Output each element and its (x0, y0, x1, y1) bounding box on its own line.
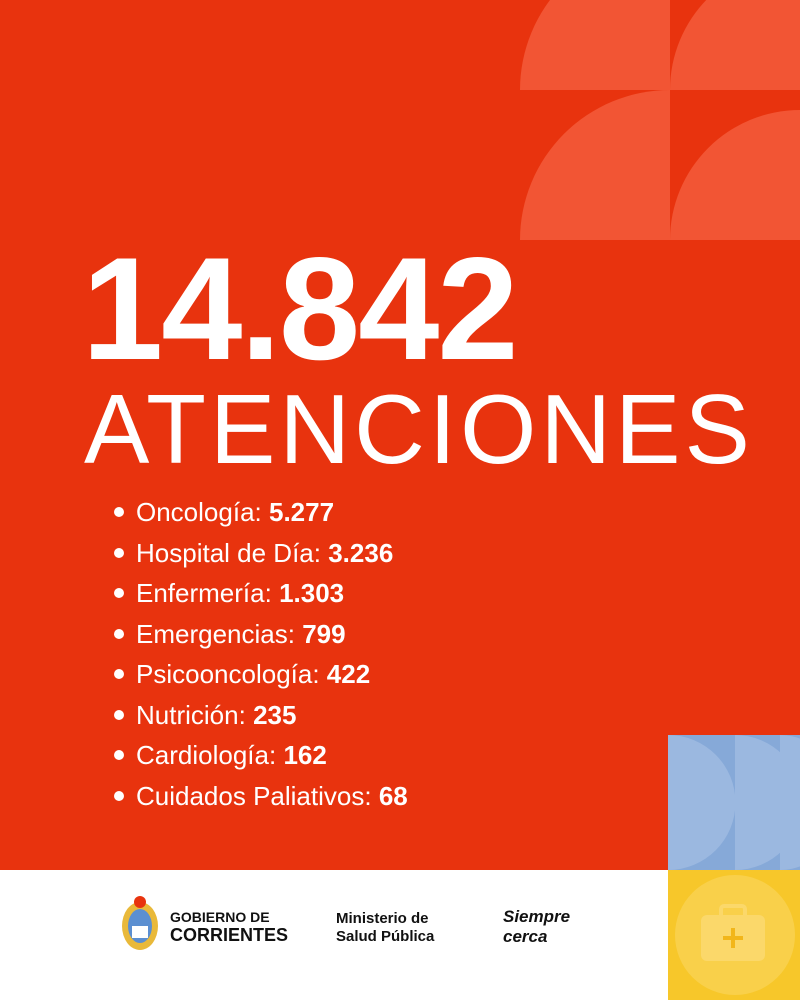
item-value: 3.236 (328, 537, 394, 568)
slogan-line: Siempre (503, 907, 571, 926)
item-value: 799 (302, 618, 346, 649)
footer-graphics (122, 870, 800, 1000)
government-line: CORRIENTES (170, 925, 289, 945)
slogan-line: cerca (503, 927, 548, 946)
item-label: Oncología: (136, 497, 262, 527)
ministry-line: Ministerio de (336, 910, 429, 927)
headline-label: ATENCIONES (84, 374, 754, 484)
item-label: Cardiología: (136, 740, 277, 770)
list-item: Psicooncología: 422 (110, 655, 408, 696)
hero-panel: 14.842 ATENCIONES Oncología: 5.277 Hospit… (0, 0, 800, 870)
item-value: 422 (326, 659, 371, 689)
item-label: Enfermería: (136, 578, 272, 608)
item-label: Emergencias: (136, 618, 295, 649)
list-item: Cuidados Paliativos: 68 (110, 777, 408, 818)
decoration (520, 0, 800, 870)
briefcase-icon (701, 904, 765, 961)
item-value: 68 (378, 780, 408, 811)
blue-arcs (668, 734, 800, 870)
item-value: 162 (283, 740, 327, 770)
item-list: Oncología: 5.277 Hospital de Día: 3.236 En… (110, 493, 408, 817)
headline-number: 14.842 (82, 227, 519, 390)
slogan: Siempre cerca (503, 907, 570, 947)
crest (122, 896, 158, 950)
list-item: Emergencias: 799 (110, 615, 408, 656)
ministry-line: Salud Pública (336, 928, 435, 945)
item-label: Nutrición: (136, 699, 246, 730)
footer: GOBIERNO DE CORRIENTES Ministerio de Sal… (0, 870, 800, 1000)
list-item: Oncología: 5.277 (110, 493, 408, 534)
item-label: Psicooncología: (136, 659, 320, 689)
list-item: Cardiología: 162 (110, 736, 408, 777)
arc-shapes (520, 0, 800, 240)
ministry-name: Ministerio de Salud Pública (336, 910, 434, 946)
list-item: Enfermería: 1.303 (110, 574, 408, 615)
item-label: Hospital de Día: (136, 537, 321, 568)
list-item: Nutrición: 235 (110, 696, 408, 737)
government-name: GOBIERNO DE CORRIENTES (170, 908, 288, 944)
item-value: 5.277 (268, 497, 335, 527)
government-line: GOBIERNO DE (170, 909, 270, 925)
list-item: Hospital de Día: 3.236 (110, 534, 408, 575)
item-value: 1.303 (279, 578, 345, 608)
item-value: 235 (253, 699, 297, 730)
item-label: Cuidados Paliativos: (136, 780, 372, 811)
